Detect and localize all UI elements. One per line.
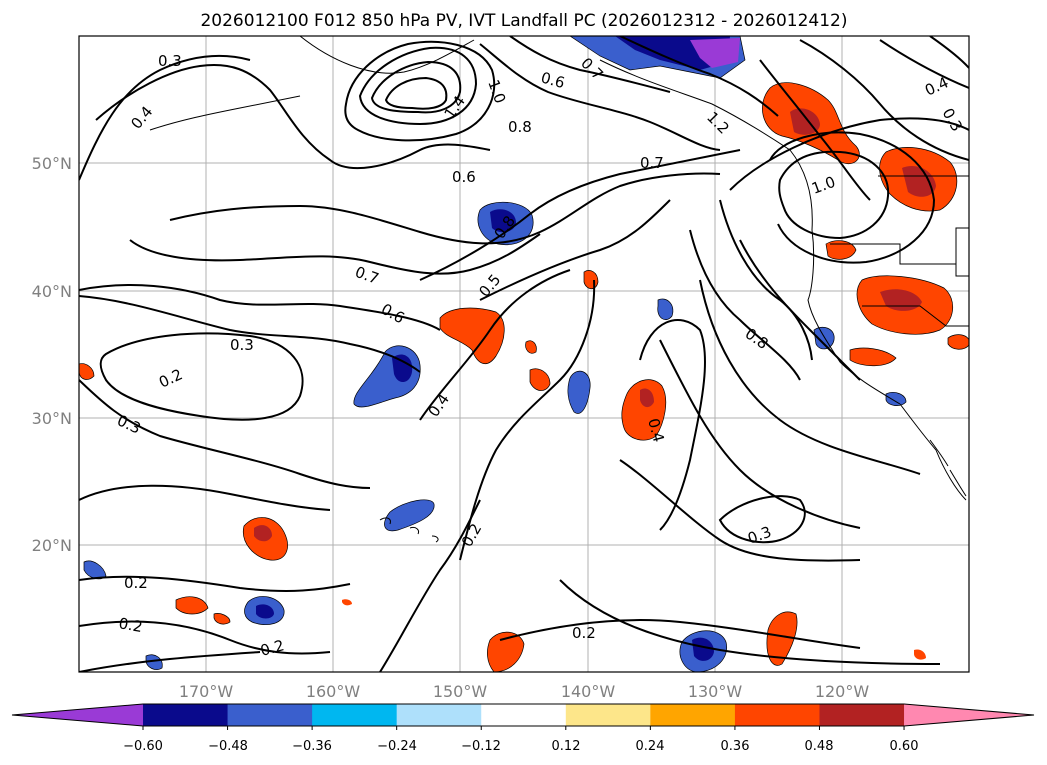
neg-patch-southsw-core xyxy=(256,604,274,619)
colorbar-segment xyxy=(734,704,820,726)
pos-patch-small2 xyxy=(525,340,537,354)
pos-patch-tiny2 xyxy=(914,649,926,660)
colorbar-segments xyxy=(11,703,1035,730)
pos-patch-ca2 xyxy=(849,347,897,367)
pos-patch-nw xyxy=(825,240,857,260)
map-border xyxy=(78,35,970,673)
neg-patch-140w xyxy=(567,370,591,414)
pos-patch-east xyxy=(621,379,667,441)
neg-patch-bc xyxy=(885,392,907,406)
figure-title: 2026012100 F012 850 hPa PV, IVT Landfall… xyxy=(200,11,847,31)
contour-label: 0.7 xyxy=(640,154,664,172)
lat-label: 30°N xyxy=(32,409,72,428)
pos-patch-south3 xyxy=(487,631,525,672)
neg-patch-ca xyxy=(813,326,835,350)
contour-label: 0.2 xyxy=(572,624,596,642)
neg-patch-south130-core xyxy=(692,637,714,661)
colorbar-segment xyxy=(481,704,567,726)
lon-labels: 170°W 160°W 150°W 140°W 130°W 120°W xyxy=(179,682,870,701)
pos-patch-east-core xyxy=(640,388,654,408)
pos-patch-west-edge xyxy=(79,363,95,380)
neg-patch-midpac-core xyxy=(392,354,413,383)
lon-label: 120°W xyxy=(815,682,870,701)
pv-contours xyxy=(79,36,969,672)
lat-label: 40°N xyxy=(32,282,72,301)
pos-patch-small1 xyxy=(529,368,551,391)
colorbar-segment xyxy=(565,704,651,726)
contour-label: 0.2 xyxy=(117,614,144,636)
contour-label: 0.2 xyxy=(258,636,286,660)
pos-patch-south1 xyxy=(175,596,209,615)
neg-patch-168 xyxy=(657,298,674,320)
colorbar: −0.60 −0.48 −0.36 −0.24 −0.12 0.12 0.24 … xyxy=(11,703,1035,754)
pos-patch-midpac xyxy=(439,307,505,364)
neg-patch-sw2 xyxy=(145,654,163,670)
colorbar-tick: −0.12 xyxy=(461,739,501,754)
pos-patch-tiny1 xyxy=(342,599,352,606)
colorbar-segment xyxy=(312,704,398,726)
neg-patch-alaska-purple xyxy=(690,38,740,68)
contour-label: 0.6 xyxy=(452,168,476,186)
lon-label: 150°W xyxy=(433,682,488,701)
colorbar-tick: −0.60 xyxy=(123,739,163,754)
contour-label: 0.3 xyxy=(158,52,182,70)
neg-patch-hawaii xyxy=(384,499,435,532)
colorbar-segment xyxy=(227,704,313,726)
coastlines xyxy=(149,36,969,543)
neg-patch-gulf-core xyxy=(490,209,516,233)
contour-label: 0.4 xyxy=(644,416,668,444)
contour-label: 0.2 xyxy=(124,574,148,592)
colorbar-tick: 0.60 xyxy=(890,739,919,754)
lon-label: 160°W xyxy=(306,682,361,701)
colorbar-segment xyxy=(819,704,905,726)
colorbar-tick: 0.48 xyxy=(805,739,834,754)
colorbar-tick: 0.24 xyxy=(636,739,665,754)
neg-patch-sw xyxy=(83,560,107,580)
pos-patch-alaska-se-core xyxy=(790,108,820,135)
lat-label: 50°N xyxy=(32,154,72,173)
colorbar-segment xyxy=(143,704,229,726)
map-panel: 0.3 0.4 0.2 0.3 0.2 0.2 0.2 0.3 0.6 0.7 … xyxy=(79,36,969,672)
pos-patch-south2 xyxy=(213,613,231,625)
colorbar-tick: −0.48 xyxy=(208,739,248,754)
pos-patch-hawaii-w-core xyxy=(254,525,272,542)
colorbar-extend-right xyxy=(904,704,1034,726)
contour-label: 0.3 xyxy=(230,336,254,354)
colorbar-segment xyxy=(396,704,482,726)
lon-label: 170°W xyxy=(179,682,234,701)
colorbar-tick-labels: −0.60 −0.48 −0.36 −0.24 −0.12 0.12 0.24 … xyxy=(123,739,918,754)
colorbar-tick: 0.36 xyxy=(721,739,750,754)
contour-label: 0.8 xyxy=(508,118,532,136)
contour-label: 0.6 xyxy=(539,68,567,92)
gridlines xyxy=(79,36,969,672)
pos-patch-az xyxy=(947,334,969,350)
lat-label: 20°N xyxy=(32,536,72,555)
colorbar-tick: −0.24 xyxy=(377,739,417,754)
colorbar-extend-left xyxy=(12,704,143,726)
colorbar-tick: 0.12 xyxy=(552,739,581,754)
pos-patch-canada-core xyxy=(902,166,936,197)
lat-labels: 50°N 40°N 30°N 20°N xyxy=(32,154,72,555)
lon-label: 140°W xyxy=(561,682,616,701)
colorbar-tick: −0.36 xyxy=(292,739,332,754)
lon-label: 130°W xyxy=(688,682,743,701)
colorbar-segment xyxy=(650,704,736,726)
